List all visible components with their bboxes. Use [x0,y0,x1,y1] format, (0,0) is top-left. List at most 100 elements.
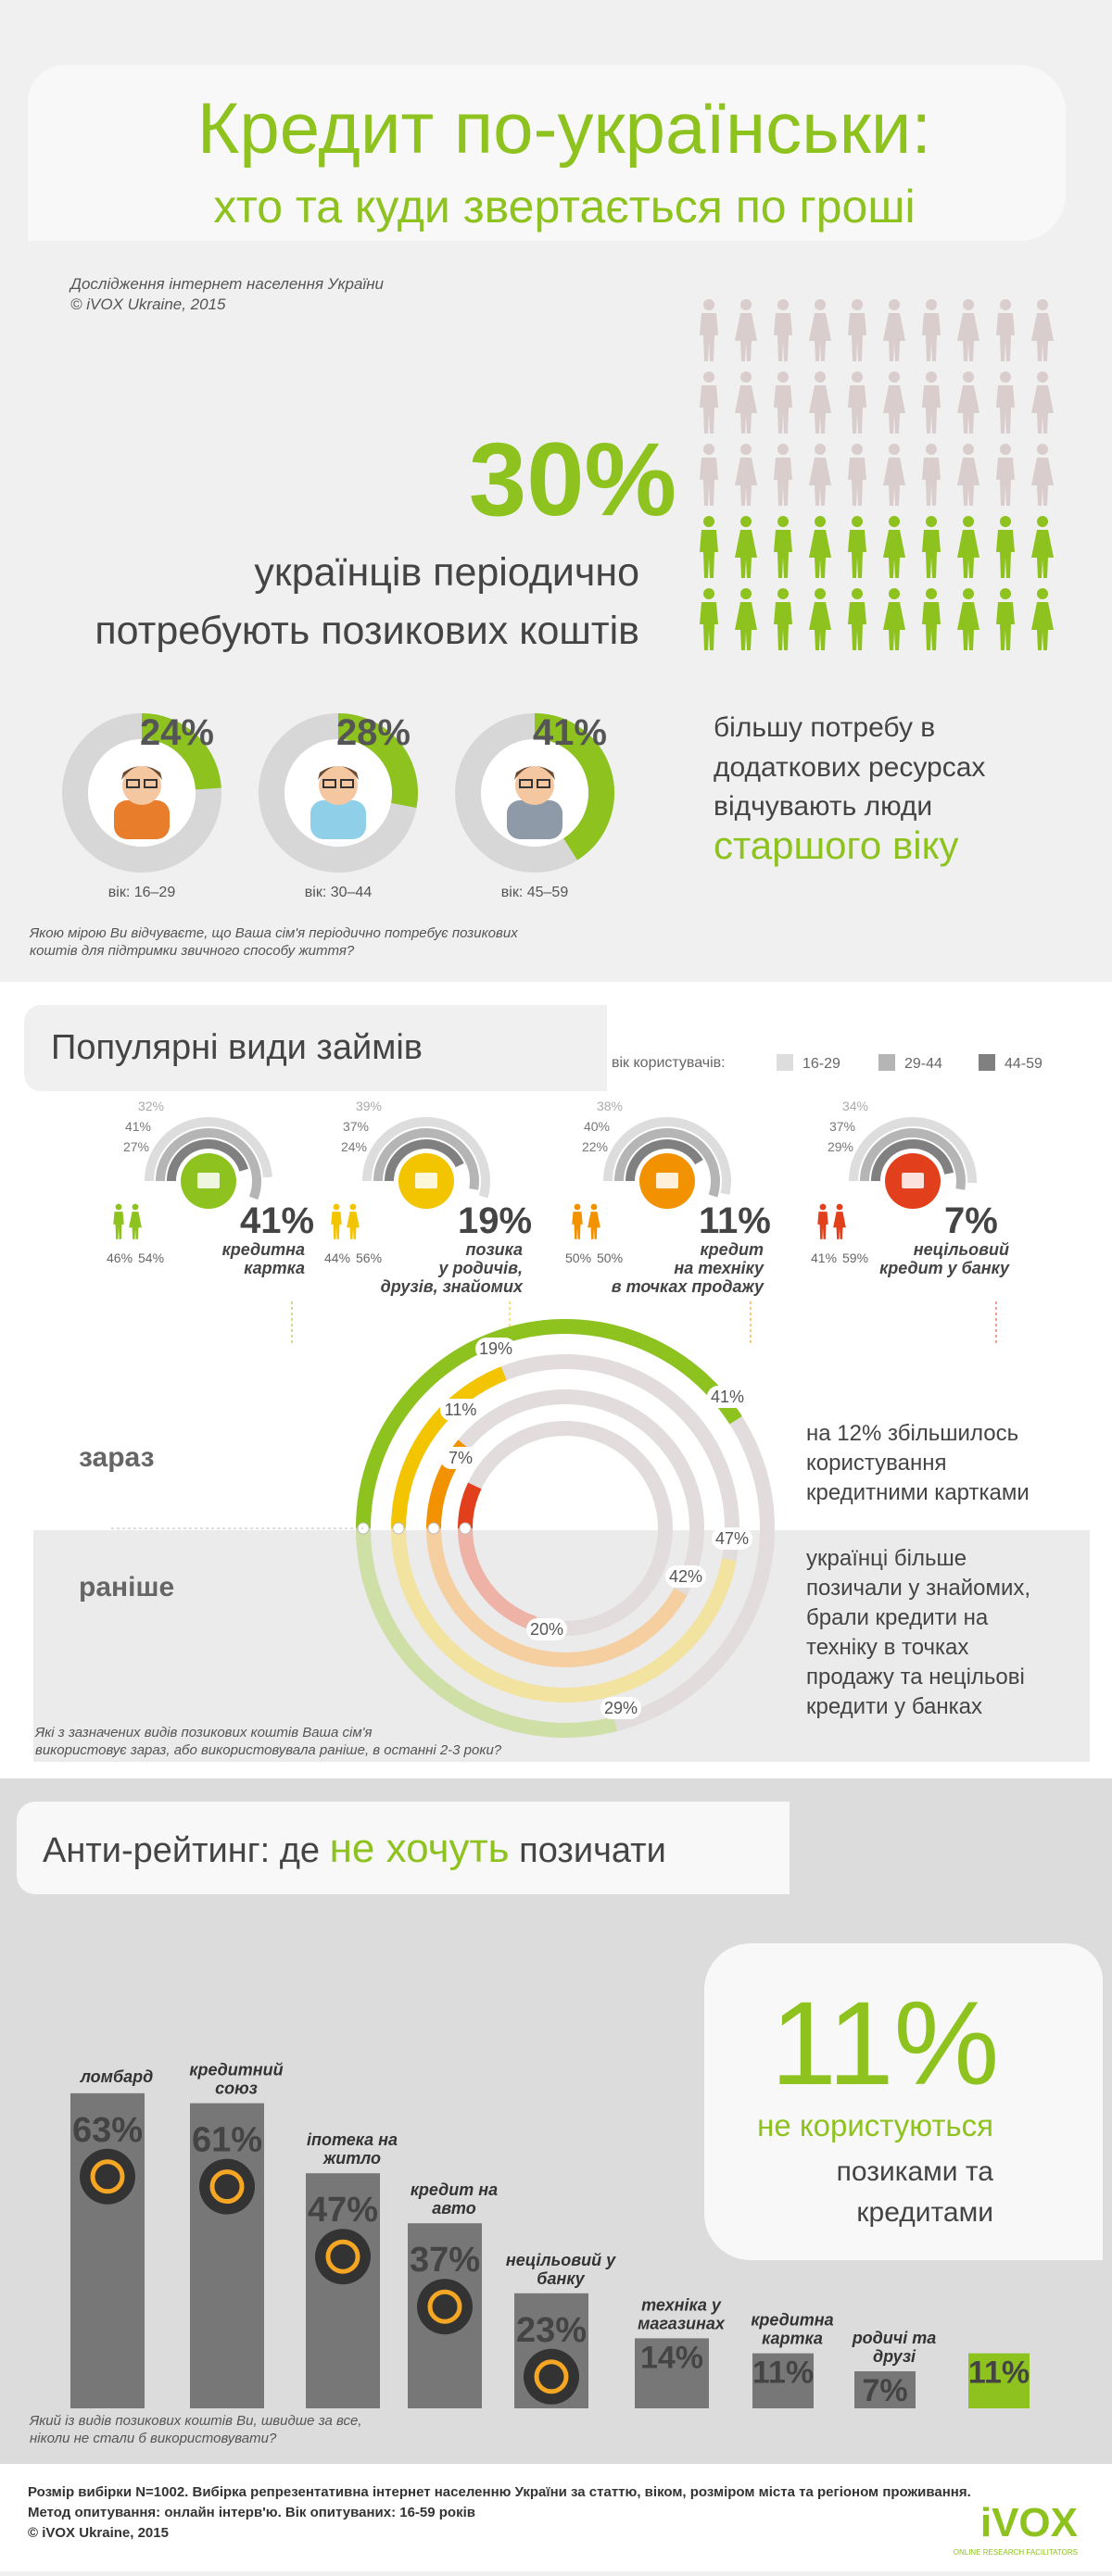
big-text-line2: потребують позикових коштів [95,609,639,653]
loan-percent: 7% [944,1200,998,1241]
age-share-label: 32% [138,1099,164,1113]
gender-female-share: 59% [842,1250,868,1265]
ring-label-bg [600,1697,641,1719]
anti-bar-label-line1: кредитний [189,2061,283,2080]
anti-bar-value: 11% [752,2356,814,2391]
gender-male-share: 46% [107,1250,133,1265]
legend-item-label: 44-59 [1005,1056,1042,1072]
age-donut: 24% вік: 16–29 [62,712,221,900]
side-text-line2: додаткових ресурсах [714,752,985,783]
ring-label-bg [526,1618,567,1640]
before-text-line1: українці більше [806,1546,967,1571]
loan-percent: 11% [699,1200,771,1241]
big11-percent: 11% [771,1978,1000,2110]
loan-name-line3: в точках продажу [612,1277,764,1296]
age-share-label: 29% [828,1139,853,1154]
age-share-arc [362,1117,490,1199]
gender-male-share: 44% [324,1250,350,1265]
loan-name-line1: кредитна [222,1240,305,1259]
donut-age-label: вік: 16–29 [108,885,176,900]
gender-female-share: 54% [138,1250,164,1265]
age-share-arc [603,1117,731,1196]
side-text-line3: відчувають люди [714,791,932,822]
loan-name-line1: кредит [701,1240,764,1259]
anti-bar-value: 61% [192,2121,262,2160]
bank-icon-glyph [534,2359,569,2394]
age-share-arc [145,1117,272,1182]
anti-bar [70,2092,145,2408]
loan-percent: 41% [240,1200,314,1241]
avatar-face [122,766,161,805]
anti-bar-label-line1: ломбард [80,2067,154,2086]
footer-bg [0,2464,1112,2571]
avatar-glasses [144,779,158,788]
legend-swatch [777,1054,793,1071]
car-icon-glyph [427,2289,462,2324]
house-icon [315,2229,371,2285]
avatar-hair [318,766,359,780]
ring-before-arc [426,1527,688,1667]
avatar-glasses [537,779,550,788]
ivox-logo: iVOX [980,2500,1078,2545]
section3-title-part1: Анти-рейтинг: де [43,1831,330,1870]
before-text-line5: продажу та нецільові [806,1665,1025,1690]
question2-line1: Які з зазначених видів позикових коштів … [34,1725,373,1740]
ring-start-dot [459,1522,472,1535]
ring-before-label: 29% [604,1699,638,1717]
anti-bar-label-line1: родичі та [852,2329,937,2347]
loan-name-line2: у родичів, [438,1259,524,1277]
anti-bar [635,2338,709,2408]
ring-now-label: 7% [449,1449,473,1467]
avatar-shirt [310,800,366,839]
big11-line3: кредитами [856,2197,993,2228]
ring-now-arc [391,1366,507,1529]
age-share-label: 27% [123,1139,149,1154]
age-share-arc [167,1139,249,1182]
anti-bar-label-line2: банку [537,2269,585,2288]
age-share-label: 24% [341,1139,367,1154]
hand-money-icon-glyph [415,1173,437,1188]
ring-label-bg [475,1338,516,1360]
age-share-label: 41% [125,1119,151,1134]
avatar-shirt [507,800,562,839]
ring-label-bg [665,1565,706,1588]
section3-title-part2: не хочуть [330,1826,510,1871]
age-share-label: 39% [356,1099,382,1113]
anti-bar-value: 7% [862,2373,907,2408]
anti-bar-value: 47% [308,2191,378,2230]
before-text-line3: брали кредити на [806,1605,989,1630]
section3-title-part3: позичати [510,1831,666,1870]
title-box [28,65,1066,241]
donut-value-arc [337,713,418,809]
ring-start-dot [427,1522,440,1535]
anti-bar-value: 11% [968,2356,1030,2391]
anti-bar [190,2103,264,2408]
ring-before-arc [391,1527,737,1703]
donut-percent: 28% [336,712,411,753]
before-text-line6: кредити у банках [806,1694,982,1719]
anti-bar-label-line1: кредитна [751,2311,833,2330]
car-icon [417,2279,473,2335]
anti-bar [752,2353,814,2408]
house-icon-glyph [325,2239,360,2274]
age-share-arc [849,1117,977,1184]
footer-line2: Метод опитування: онлайн інтерв'ю. Вік о… [28,2505,475,2520]
age-share-label: 37% [829,1119,855,1134]
section2-title: Популярні види займів [51,1028,423,1067]
big11-line1: не користуються [757,2108,993,2142]
ring-label-bg [712,1527,752,1550]
donut-age-label: вік: 30–44 [305,885,373,900]
person-avatar-icon [114,766,170,839]
ring-icon [80,2148,135,2205]
age-donuts: 24% вік: 16–29 28% вік: 30–44 41% вік: 45–59 [62,712,614,900]
anti-bar-label-line2: магазинах [638,2314,726,2332]
now-text-line3: кредитними картками [806,1480,1030,1505]
side-text-line1: більшу потребу в [714,712,935,743]
tv-icon-glyph [656,1173,678,1188]
ring-now-label: 19% [479,1339,512,1358]
loan-name-line2: кредит у банку [879,1259,1010,1277]
section3-title-box [17,1802,790,1894]
